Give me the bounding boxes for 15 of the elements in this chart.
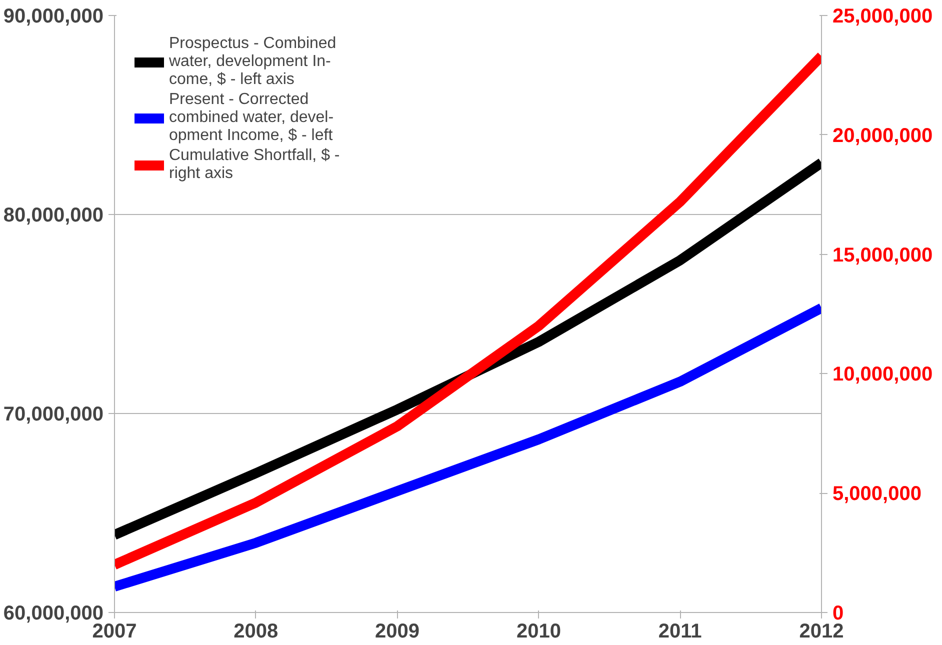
y2-tick-label: 20,000,000 [832,124,933,147]
y-tick-label: 90,000,000 [3,6,104,28]
y2-tick-label: 5,000,000 [832,483,922,506]
y2-tick-label: 15,000,000 [832,244,933,266]
y2-tick-label: 10,000,000 [832,364,933,386]
x-tick-label: 2011 [658,620,702,642]
legend-label: Prospectus - Combined water, development In- come, $ - left axis [169,35,336,89]
legend-label: Present - Corrected combined water, devel- opment Income, $ - left [169,91,334,145]
y-tick-label: 70,000,000 [3,404,104,426]
y-tick-label: 80,000,000 [3,204,104,226]
x-tick-label: 2009 [375,620,420,642]
legend-label: Cumulative Shortfall, $ - right axis [169,147,340,183]
y2-tick-label: 25,000,000 [832,6,933,28]
x-tick-label: 2010 [516,620,561,642]
x-tick-label: 2008 [234,620,278,642]
